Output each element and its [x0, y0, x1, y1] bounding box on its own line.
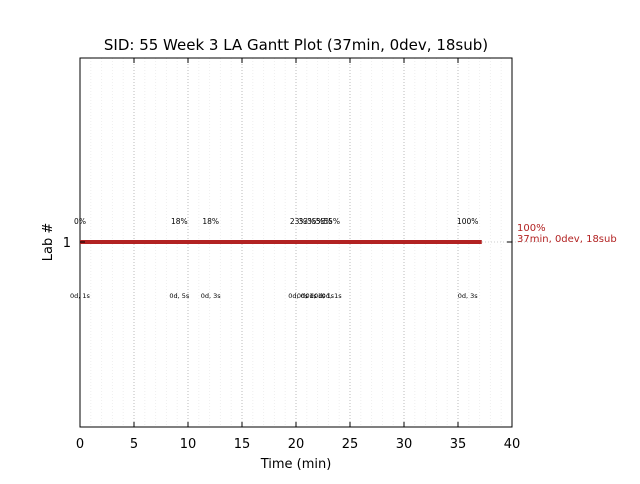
y-tick-label: 1	[63, 236, 71, 251]
event-percent-label: 23%	[290, 217, 307, 226]
event-percent-label: 55%	[316, 217, 333, 226]
x-tick-label: 30	[396, 437, 413, 452]
x-tick-label: 40	[504, 437, 521, 452]
x-tick-label: 25	[342, 437, 359, 452]
event-sub-label: 0d, 1s	[314, 292, 335, 300]
event-percent-label: 0%	[74, 217, 86, 226]
x-axis-label: Time (min)	[260, 457, 332, 472]
x-tick-label: 35	[450, 437, 467, 452]
chart-title: SID: 55 Week 3 LA Gantt Plot (37min, 0de…	[104, 36, 488, 54]
event-sub-label: 0d, 5s	[169, 292, 190, 300]
end-label-percent: 100%	[517, 223, 546, 234]
event-percent-label: 35%	[307, 217, 324, 226]
event-percent-label: 33%	[298, 217, 315, 226]
x-tick-label: 10	[180, 437, 197, 452]
event-percent-label: 18%	[171, 217, 188, 226]
chart-marks: 0% 0d, 1s 18% 0d, 5s 18% 0d, 3s 23% 0d, 0s 33% 0d…	[70, 217, 617, 300]
event-percent-label: 100%	[457, 217, 478, 226]
event-sub-label: 0d, 3s	[201, 292, 222, 300]
x-tick-label: 20	[288, 437, 305, 452]
event-percent-label: 55%	[323, 217, 340, 226]
y-axis-ticks: 1	[63, 236, 512, 251]
y-axis-label: Lab #	[41, 223, 56, 262]
x-axis-ticks: 0 5 10 15 20 25 30 35 40	[76, 58, 520, 452]
event-sub-label: 0d, 1s	[297, 292, 318, 300]
event-sub-label: 0d, 3s	[458, 292, 479, 300]
event-sub-label: 0d, 1s	[305, 292, 326, 300]
x-tick-label: 5	[130, 437, 138, 452]
event-percent-label: 18%	[202, 217, 219, 226]
event-sub-label: 0d, 1s	[322, 292, 343, 300]
x-tick-label: 0	[76, 437, 84, 452]
x-tick-label: 15	[234, 437, 251, 452]
event-sub-label: 0d, 1s	[70, 292, 91, 300]
end-label-summary: 37min, 0dev, 18sub	[517, 234, 617, 245]
event-sub-label: 0d, 0s	[288, 292, 309, 300]
